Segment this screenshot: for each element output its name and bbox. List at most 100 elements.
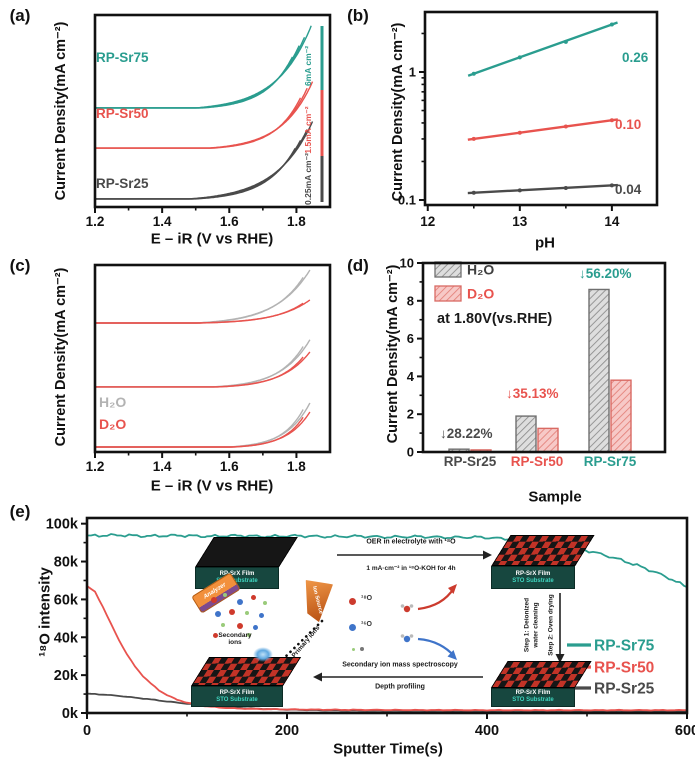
ion-source-icon: Ion Source [297,578,338,625]
curve-RP-Sr50 [95,97,302,149]
svg-text:14: 14 [604,214,620,229]
curve-H2O [95,339,311,388]
svg-text:100k: 100k [46,517,79,533]
svg-text:↓56.20%: ↓56.20% [579,266,632,281]
svg-text:200: 200 [275,723,299,739]
svg-text:6: 6 [407,331,414,346]
panel-d-chart: 0 2 4 6 8 10 ↓28.22% ↓35.13% ↓56.20% H₂O D₂O RP-Sr2… [400,256,667,469]
ion-source-label: Ion Source [310,585,324,615]
d2o-legend-label: D₂O [99,416,127,432]
svg-text:1.2: 1.2 [86,214,105,229]
steps-arrow [555,593,565,663]
o16-ion-dot [349,624,356,631]
svg-text:12: 12 [420,214,435,229]
curve-D2O [95,411,311,448]
curve-RP-Sr75 [95,37,306,109]
curve-RP-Sr75 [95,25,312,109]
o16-escape-arrow [417,637,457,660]
svg-text:4: 4 [407,369,415,384]
film-front-edge: RP-SrX Film STO Substrate [491,566,575,589]
panel-c-ylabel: Current Density(mA cm⁻²) [53,267,69,447]
o18-return-arrow [417,584,457,611]
svg-text:13: 13 [512,214,528,229]
ion-dot [247,633,251,637]
sims-label: Secondary ion mass spectroscopy [342,661,458,669]
svg-text:RP-Sr50: RP-Sr50 [96,106,149,121]
ion-dot [251,595,256,600]
ion-dot [229,609,235,615]
panel-b-xlabel: pH [535,234,555,252]
sims-arrow [313,672,483,682]
ion-dot [253,625,258,630]
secondary-ion-cluster [207,591,273,638]
oer-arrow [337,550,492,560]
o16-molecule-icon [400,634,414,643]
ion-dot [259,613,264,618]
sputter-spray [253,647,273,662]
fit-line-RP-Sr75 [467,21,618,77]
svg-text:0.25mA cm⁻²: 0.25mA cm⁻² [303,153,313,205]
ion-dot [211,597,217,603]
panel-d-ylabel: Current Density(mA cm⁻²) [385,264,401,444]
curve-D2O [95,416,304,448]
primary-ions-label: Primary ions [290,624,322,660]
depth-profiling-label: Depth profiling [375,683,425,691]
svg-text:0k: 0k [62,706,79,722]
panel-d-xlabel: Sample [528,488,582,506]
bar-D₂O-RP-Sr50 [537,427,559,453]
h2o-legend-label: H₂O [99,394,127,410]
panel-c-chart: 1.2 1.4 1.6 1.8 [86,263,332,474]
oer-condition-line1: OER in electrolyte with ¹⁸O [366,538,456,546]
panel-e-ylabel: ¹⁸O intensity [36,567,54,657]
curve-RP-Sr75 [95,56,294,109]
curve-D2O [95,356,304,388]
cleaned-film-slab: RP-SrX Film STO Substrate [491,661,593,707]
ion-dot [223,593,227,597]
panel-c-letter: (c) [9,256,31,275]
svg-text:2: 2 [407,407,414,422]
panel-a-chart: 1.2 1.4 1.6 1.8 RP-Sr75 RP-Sr50 RP-Sr25 6mA cm⁻… [86,13,332,229]
svg-text:↓28.22%: ↓28.22% [440,426,493,441]
oer-condition-line2: 1 mA·cm⁻² in ¹⁸O-KOH for 4h [366,565,456,572]
svg-text:1.4: 1.4 [153,214,172,229]
ion-dot [245,611,249,615]
svg-text:RP-Sr75: RP-Sr75 [594,638,655,655]
svg-text:0.10: 0.10 [615,117,641,132]
panel-b-letter: (b) [347,6,369,25]
svg-text:RP-Sr50: RP-Sr50 [594,660,654,677]
small-ion-dot [360,647,364,651]
o18-label: ¹⁸O [361,595,373,602]
o18-molecule-icon [400,604,414,613]
svg-text:6mA cm⁻²: 6mA cm⁻² [303,46,313,86]
panel-a-xlabel: E – iR (V vs RHE) [150,230,274,248]
curve-D2O [95,302,304,324]
svg-text:1.8: 1.8 [287,459,306,474]
panel-d-letter: (d) [347,256,369,275]
film-front-edge: RP-SrX Film STO Substrate [191,686,283,707]
film-label: RP-SrX Film [515,570,551,577]
panel-a-letter: (a) [9,6,31,25]
o16-label: ¹⁶O [361,621,372,628]
secondary-ions-line2: ions [228,639,242,647]
secondary-ions-label: Secondary ions [209,632,261,647]
svg-text:600: 600 [675,723,695,739]
svg-text:1.6: 1.6 [220,459,239,474]
film-front-edge: RP-SrX Film STO Substrate [491,687,575,707]
curve-RP-Sr25 [95,148,296,200]
svg-text:40k: 40k [54,630,79,646]
o18-ion-dot [349,598,356,605]
panel-b-ylabel: Current Density(mA cm⁻²) [390,22,406,202]
step1-line1-label: Step 1: Deionized [523,597,531,653]
sims-curve-RP-Sr50 [86,585,688,712]
fit-line-RP-Sr25 [467,183,618,195]
svg-text:RP-Sr75: RP-Sr75 [96,50,149,65]
substrate-label: STO Substrate [216,578,258,585]
film-top-face [491,535,595,567]
labeled-film-slab: RP-SrX Film STO Substrate [491,535,595,589]
svg-text:80k: 80k [54,555,79,571]
film-top-face [191,657,302,686]
step2-label: Step 2: Oven drying [547,594,555,656]
svg-text:0.26: 0.26 [622,50,649,65]
panel-b-chart: 0.1 1 0.26 0.10 0.04 12 13 14 [398,10,659,229]
